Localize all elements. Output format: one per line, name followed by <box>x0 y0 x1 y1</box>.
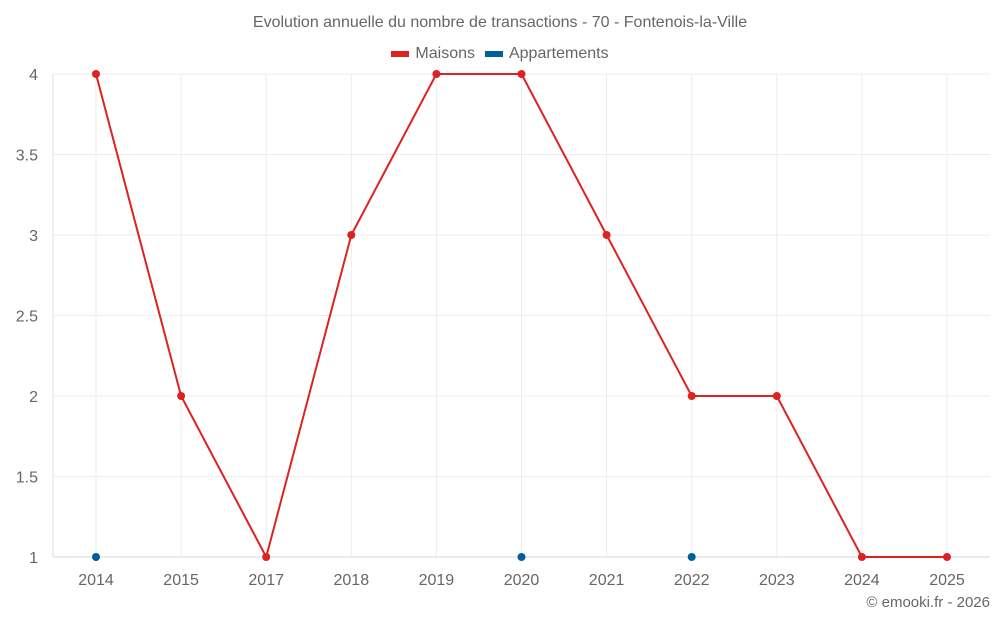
x-tick-label: 2017 <box>248 572 284 589</box>
data-point[interactable] <box>432 70 441 78</box>
legend-item-maisons[interactable]: Maisons <box>391 45 475 63</box>
x-tick-label: 2018 <box>334 572 370 589</box>
data-point[interactable] <box>92 553 100 561</box>
y-tick-label: 2 <box>29 389 38 406</box>
x-tick-label: 2014 <box>78 572 114 589</box>
legend-label: Maisons <box>415 45 475 62</box>
y-tick-label: 3 <box>29 228 38 245</box>
data-point[interactable] <box>857 553 866 561</box>
y-tick-label: 3.5 <box>16 148 38 165</box>
data-point[interactable] <box>943 553 951 561</box>
data-point[interactable] <box>347 231 356 239</box>
data-point[interactable] <box>687 553 696 561</box>
data-point[interactable] <box>177 392 186 400</box>
x-tick-label: 2024 <box>844 572 880 589</box>
x-tick-label: 2019 <box>419 572 455 589</box>
y-tick-label: 2.5 <box>16 309 38 326</box>
x-tick-label: 2022 <box>674 572 710 589</box>
data-point[interactable] <box>772 392 781 400</box>
chart-title: Evolution annuelle du nombre de transact… <box>252 14 748 31</box>
data-point[interactable] <box>687 392 696 400</box>
legend: Maisons Appartements <box>0 45 1000 63</box>
data-point[interactable] <box>92 70 100 78</box>
legend-swatch-icon <box>484 51 503 57</box>
y-tick-label: 1.5 <box>16 470 38 487</box>
data-point[interactable] <box>262 553 271 561</box>
y-tick-label: 4 <box>29 67 38 84</box>
data-point[interactable] <box>602 231 611 239</box>
x-tick-label: 2020 <box>504 572 540 589</box>
x-tick-label: 2015 <box>163 572 199 589</box>
credit-text: © emooki.fr - 2026 <box>866 594 990 611</box>
legend-item-appartements[interactable]: Appartements <box>484 45 609 63</box>
x-tick-label: 2023 <box>759 572 795 589</box>
x-tick-label: 2025 <box>929 572 965 589</box>
y-tick-label: 1 <box>29 550 38 567</box>
data-point[interactable] <box>517 553 526 561</box>
data-point[interactable] <box>517 70 526 78</box>
legend-label: Appartements <box>508 45 609 62</box>
x-tick-label: 2021 <box>589 572 625 589</box>
legend-swatch-icon <box>391 51 410 57</box>
